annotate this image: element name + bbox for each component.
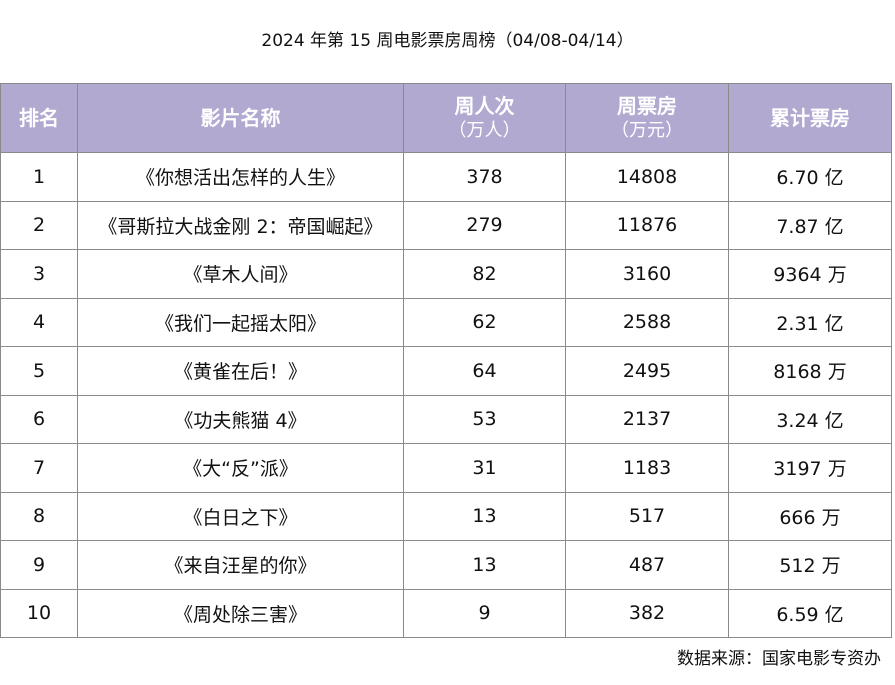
- cell-admissions: 62: [403, 297, 566, 347]
- header-weekly-admissions: 周人次 （万人）: [403, 83, 566, 153]
- table-row: 3 《草木人间》 82 3160 9364 万: [0, 249, 892, 299]
- cell-admissions: 279: [403, 200, 566, 250]
- cell-box-office: 2137: [565, 394, 729, 444]
- table-row: 4 《我们一起摇太阳》 62 2588 2.31 亿: [0, 297, 892, 347]
- cell-film: 《我们一起摇太阳》: [77, 297, 404, 347]
- cell-rank: 3: [0, 249, 78, 299]
- table-header-row: 排名 影片名称 周人次 （万人） 周票房 （万元） 累计票房: [0, 83, 892, 153]
- cell-box-office: 487: [565, 540, 729, 590]
- cell-rank: 9: [0, 540, 78, 590]
- header-weekly-box-office-unit: （万元）: [611, 119, 683, 141]
- cell-box-office: 3160: [565, 249, 729, 299]
- cell-admissions: 31: [403, 443, 566, 493]
- cell-rank: 7: [0, 443, 78, 493]
- header-film: 影片名称: [77, 83, 404, 153]
- cell-box-office: 1183: [565, 443, 729, 493]
- cell-cumulative: 6.70 亿: [728, 152, 892, 202]
- cell-cumulative: 8168 万: [728, 346, 892, 396]
- cell-cumulative: 3197 万: [728, 443, 892, 493]
- cell-cumulative: 7.87 亿: [728, 200, 892, 250]
- cell-film: 《草木人间》: [77, 249, 404, 299]
- table-row: 5 《黄雀在后！》 64 2495 8168 万: [0, 346, 892, 396]
- cell-admissions: 64: [403, 346, 566, 396]
- cell-rank: 2: [0, 200, 78, 250]
- data-source-note: 数据来源：国家电影专资办: [677, 649, 881, 669]
- table-row: 6 《功夫熊猫 4》 53 2137 3.24 亿: [0, 394, 892, 444]
- cell-film: 《白日之下》: [77, 491, 404, 541]
- cell-film: 《功夫熊猫 4》: [77, 394, 404, 444]
- table-row: 8 《白日之下》 13 517 666 万: [0, 491, 892, 541]
- cell-admissions: 13: [403, 491, 566, 541]
- cell-film: 《哥斯拉大战金刚 2：帝国崛起》: [77, 200, 404, 250]
- cell-rank: 10: [0, 588, 78, 638]
- cell-box-office: 14808: [565, 152, 729, 202]
- cell-rank: 8: [0, 491, 78, 541]
- header-rank: 排名: [0, 83, 78, 153]
- cell-box-office: 2495: [565, 346, 729, 396]
- cell-rank: 4: [0, 297, 78, 347]
- table-row: 2 《哥斯拉大战金刚 2：帝国崛起》 279 11876 7.87 亿: [0, 200, 892, 250]
- cell-film: 《来自汪星的你》: [77, 540, 404, 590]
- header-weekly-admissions-unit: （万人）: [448, 119, 521, 141]
- cell-box-office: 2588: [565, 297, 729, 347]
- cell-admissions: 378: [403, 152, 566, 202]
- cell-box-office: 11876: [565, 200, 729, 250]
- cell-box-office: 517: [565, 491, 729, 541]
- cell-film: 《你想活出怎样的人生》: [77, 152, 404, 202]
- table-row: 7 《大“反”派》 31 1183 3197 万: [0, 443, 892, 493]
- cell-box-office: 382: [565, 588, 729, 638]
- table-row: 9 《来自汪星的你》 13 487 512 万: [0, 540, 892, 590]
- header-weekly-box-office: 周票房 （万元）: [565, 83, 729, 153]
- cell-cumulative: 666 万: [728, 491, 892, 541]
- cell-admissions: 53: [403, 394, 566, 444]
- cell-rank: 6: [0, 394, 78, 444]
- cell-rank: 5: [0, 346, 78, 396]
- page-title: 2024 年第 15 周电影票房周榜（04/08-04/14）: [261, 31, 634, 51]
- cell-admissions: 82: [403, 249, 566, 299]
- cell-film: 《大“反”派》: [77, 443, 404, 493]
- box-office-table: 排名 影片名称 周人次 （万人） 周票房 （万元） 累计票房 1 《你想活出怎样…: [0, 83, 892, 638]
- cell-film: 《黄雀在后！》: [77, 346, 404, 396]
- cell-cumulative: 3.24 亿: [728, 394, 892, 444]
- cell-cumulative: 6.59 亿: [728, 588, 892, 638]
- cell-cumulative: 9364 万: [728, 249, 892, 299]
- cell-film: 《周处除三害》: [77, 588, 404, 638]
- table-row: 1 《你想活出怎样的人生》 378 14808 6.70 亿: [0, 152, 892, 202]
- header-cumulative-box-office: 累计票房: [728, 83, 892, 153]
- cell-admissions: 9: [403, 588, 566, 638]
- cell-rank: 1: [0, 152, 78, 202]
- table-row: 10 《周处除三害》 9 382 6.59 亿: [0, 588, 892, 638]
- cell-cumulative: 2.31 亿: [728, 297, 892, 347]
- cell-cumulative: 512 万: [728, 540, 892, 590]
- cell-admissions: 13: [403, 540, 566, 590]
